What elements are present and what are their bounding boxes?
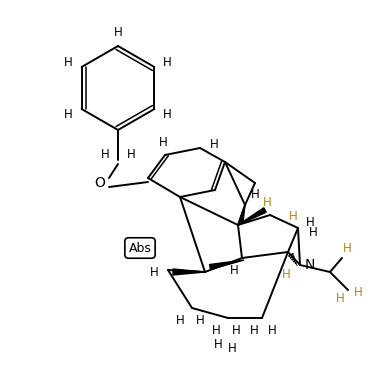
Text: H: H [336,291,344,305]
Text: N: N [305,258,315,272]
Text: Abs: Abs [128,241,151,255]
Text: H: H [306,217,314,229]
Text: H: H [176,314,184,326]
Text: H: H [114,26,122,40]
Text: H: H [163,55,172,69]
Text: H: H [354,286,362,300]
Text: H: H [309,227,317,239]
Text: H: H [230,263,238,277]
Text: H: H [282,268,290,282]
Polygon shape [239,205,245,222]
Text: H: H [196,314,204,326]
Text: H: H [250,189,259,201]
Text: H: H [263,196,271,210]
Polygon shape [173,269,205,275]
Text: H: H [101,149,110,161]
Text: H: H [213,338,222,352]
Text: H: H [64,107,73,121]
Text: H: H [212,324,221,336]
Text: H: H [159,137,167,149]
Text: H: H [149,267,158,279]
Text: H: H [163,107,172,121]
Text: H: H [127,149,135,161]
Text: H: H [289,210,297,222]
Text: H: H [343,241,352,255]
Polygon shape [238,208,266,225]
Text: H: H [228,341,236,355]
Polygon shape [209,260,244,269]
Text: H: H [268,324,276,336]
Text: H: H [210,139,218,151]
Text: H: H [64,55,73,69]
Text: H: H [250,324,258,336]
Text: H: H [232,324,240,336]
Text: O: O [95,176,105,190]
